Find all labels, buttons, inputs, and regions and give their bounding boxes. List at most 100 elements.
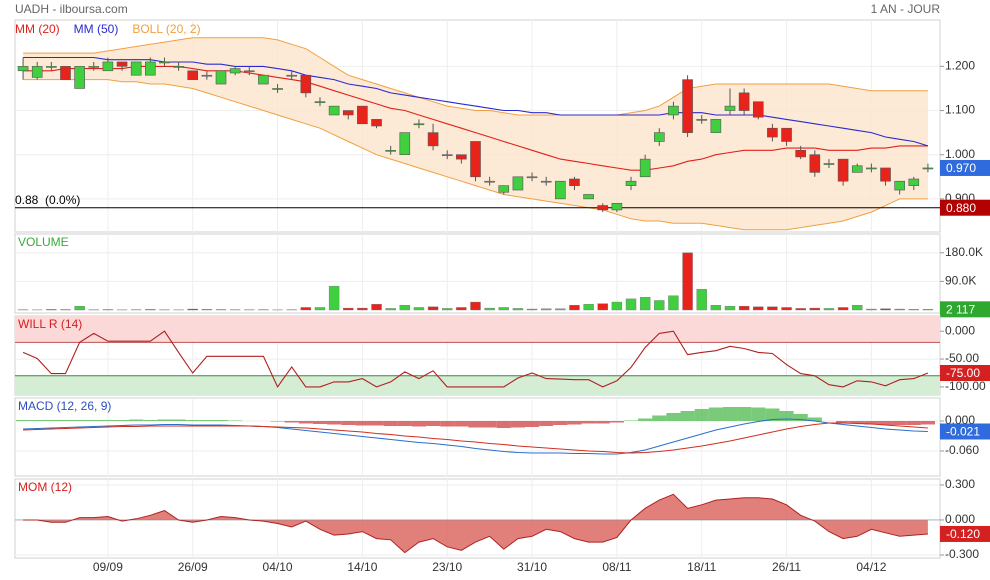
candle-body: [159, 61, 170, 64]
candle-body: [611, 202, 623, 211]
macd-histogram: [553, 421, 568, 425]
volume-bar: [682, 252, 693, 311]
candle-body: [371, 119, 382, 127]
candle-body: [710, 119, 722, 133]
volume-bar: [456, 307, 467, 311]
volume-bar: [852, 305, 863, 311]
candle-body: [441, 154, 453, 157]
value-badge: [940, 364, 990, 381]
volume-bar: [654, 300, 665, 311]
candle-body: [724, 105, 736, 111]
volume-bar: [908, 309, 919, 311]
macd-histogram: [440, 421, 455, 427]
candle-body: [682, 79, 693, 133]
macd-histogram: [765, 408, 780, 421]
volume-bar: [314, 307, 326, 311]
candle-body: [60, 66, 71, 80]
candle-body: [385, 149, 396, 152]
x-tick-label: 14/10: [347, 560, 377, 574]
candle-body: [569, 178, 580, 186]
volume-bar: [894, 308, 905, 311]
macd-histogram: [228, 420, 243, 421]
volume-bar: [371, 304, 382, 311]
volume-bar: [781, 307, 792, 311]
candle-body: [243, 70, 255, 73]
macd-histogram: [609, 421, 624, 423]
candle-body: [31, 66, 43, 78]
candle-body: [300, 74, 312, 94]
candle-body: [540, 180, 552, 183]
candle-body: [46, 66, 57, 68]
macd-histogram: [383, 421, 398, 426]
macd-histogram: [270, 421, 285, 422]
x-tick-label: 04/10: [263, 560, 293, 574]
macd-histogram: [850, 421, 865, 424]
volume-bar: [753, 306, 764, 311]
macd-histogram: [737, 407, 752, 421]
macd-histogram: [284, 421, 299, 423]
candle-body: [399, 132, 411, 156]
candle-body: [752, 101, 764, 118]
candle-body: [498, 185, 510, 193]
macd-histogram: [114, 420, 130, 421]
macd-histogram: [213, 420, 229, 421]
macd-histogram: [199, 420, 214, 421]
indicator-line: [22, 330, 929, 388]
candle-body: [187, 70, 199, 80]
macd-histogram: [920, 421, 935, 425]
macd-histogram: [157, 419, 172, 421]
macd-histogram: [58, 420, 73, 421]
macd-histogram: [864, 421, 879, 425]
macd-histogram: [30, 420, 45, 421]
y-tick-label: 1.000: [945, 147, 975, 161]
candle-body: [653, 132, 665, 142]
value-badge-label: -0.021: [946, 425, 980, 439]
volume-bar: [470, 301, 481, 311]
candle-body: [342, 110, 354, 116]
macd-histogram: [892, 421, 907, 425]
candle-body: [795, 149, 806, 158]
candle-body: [173, 66, 184, 68]
macd-histogram: [708, 407, 723, 421]
volume-bar: [767, 306, 778, 311]
macd-histogram: [171, 419, 186, 421]
momentum-line: [23, 493, 928, 554]
candle-body: [484, 180, 495, 183]
volume-bar: [328, 285, 340, 311]
volume-bar: [343, 307, 354, 311]
candle-body: [201, 74, 213, 77]
macd-histogram: [652, 415, 667, 421]
value-badge: [940, 159, 990, 176]
macd-histogram: [185, 420, 200, 421]
candle-body: [880, 167, 891, 182]
y-tick-label: 180.0K: [945, 245, 983, 259]
candle-body: [866, 167, 877, 170]
panel-title: MACD (12, 26, 9): [18, 399, 111, 413]
macd-histogram: [86, 420, 101, 421]
macd-histogram: [426, 421, 441, 426]
volume-bar: [724, 305, 736, 311]
candle-body: [809, 154, 821, 173]
candle-body: [427, 132, 439, 147]
candle-body: [145, 61, 156, 76]
macd-histogram: [411, 421, 427, 427]
value-badge-label: 2 117: [946, 302, 975, 316]
volume-bar: [484, 307, 495, 311]
volume-bar: [498, 307, 509, 311]
candle-body: [357, 105, 368, 125]
macd-histogram: [779, 411, 794, 421]
macd-histogram: [72, 420, 87, 421]
macd-histogram: [397, 421, 412, 426]
panel-title: MOM (12): [18, 480, 72, 494]
candle-body: [470, 141, 481, 178]
macd-histogram: [595, 421, 610, 424]
volume-bar: [526, 308, 538, 311]
value-badge: [940, 423, 990, 440]
y-tick-label: 1.100: [945, 103, 975, 117]
macd-histogram: [539, 421, 554, 426]
macd-histogram: [807, 417, 822, 421]
x-tick-label: 31/10: [517, 560, 547, 574]
volume-bar: [512, 308, 524, 311]
candle-body: [922, 167, 934, 170]
